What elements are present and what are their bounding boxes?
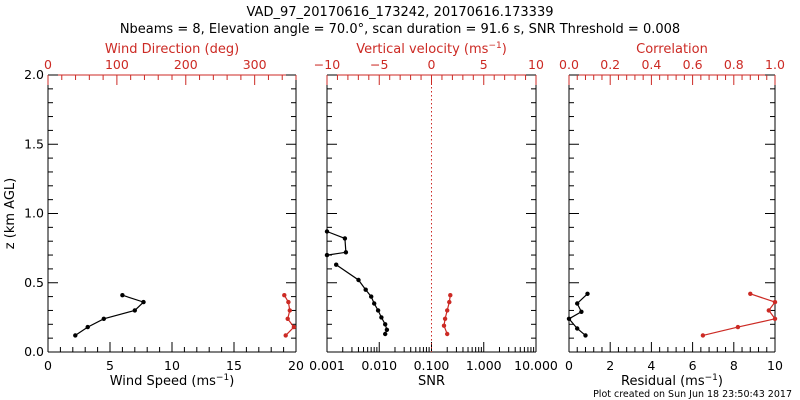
x-bottom-axis-label: Wind Speed (ms−1)	[110, 373, 235, 389]
data-point	[575, 326, 580, 331]
data-point	[445, 331, 450, 337]
y-tick-label: 0.5	[24, 275, 44, 290]
data-point	[287, 308, 292, 313]
x-top-tick-label: 0.4	[641, 57, 661, 72]
x-bottom-tick-label: 5	[106, 358, 114, 373]
data-point	[342, 236, 348, 241]
panel-snr: 0.001 0.010 0.100 1.000 10.000 SNR −10 −5 0 5 10 Ve…	[309, 41, 558, 389]
series-line	[74, 294, 145, 336]
x-top-tick-label: 300	[243, 57, 267, 72]
y-tick-label: 2.0	[24, 67, 44, 82]
x-bottom-tick-label: 8	[730, 358, 738, 373]
data-point	[101, 316, 107, 321]
x-bottom-axis-label: SNR	[418, 374, 445, 389]
x-bottom-tick-label: 0	[44, 358, 52, 373]
figure-title-line1: VAD_97_20170616_173242, 20170616.173339	[247, 5, 554, 20]
data-point	[324, 252, 330, 258]
x-bottom-tick-label: 10	[164, 358, 180, 373]
data-point	[700, 333, 706, 338]
data-point	[384, 327, 390, 332]
data-point	[283, 333, 288, 338]
data-point	[120, 293, 125, 298]
x-top-tick-label: 0.8	[724, 57, 744, 72]
x-top-tick-label: 0.6	[683, 57, 703, 72]
data-point	[363, 287, 368, 292]
x-bottom-tick-label: 4	[647, 358, 655, 373]
data-point	[772, 316, 778, 321]
x-top-tick-label: 5	[480, 57, 488, 72]
data-point	[383, 322, 388, 327]
x-top-axis-label: Vertical velocity (ms−1)	[356, 41, 507, 57]
data-point	[383, 331, 388, 337]
data-point	[285, 316, 290, 321]
data-point	[334, 262, 339, 267]
data-point	[369, 294, 374, 299]
data-point	[441, 323, 447, 328]
x-top-tick-label: 10	[528, 57, 544, 72]
x-top-axis-label: Wind Direction (deg)	[105, 42, 239, 57]
data-point	[343, 250, 349, 255]
data-point	[291, 324, 297, 330]
x-top-tick-label: 0	[44, 57, 52, 72]
data-point	[575, 301, 580, 306]
series-line	[326, 230, 347, 256]
y-tick-label: 0.0	[24, 344, 44, 359]
y-tick-label: 1.5	[24, 136, 44, 151]
x-bottom-tick-label: 20	[288, 358, 304, 373]
x-bottom-tick-label: 0.100	[414, 358, 450, 373]
data-point	[282, 293, 287, 298]
data-point	[735, 324, 741, 330]
x-top-tick-label: 200	[174, 57, 198, 72]
x-bottom-tick-label: 0	[565, 358, 573, 373]
data-point	[583, 333, 588, 338]
data-point	[85, 324, 90, 330]
x-top-tick-label: 1.0	[765, 57, 785, 72]
x-bottom-tick-label: 0.010	[361, 358, 397, 373]
data-point	[748, 291, 753, 296]
x-top-tick-label: −10	[314, 57, 340, 72]
x-bottom-tick-label: 10	[767, 358, 783, 373]
data-point	[286, 299, 291, 305]
x-bottom-tick-label: 1.000	[466, 358, 502, 373]
x-top-tick-label: −5	[370, 57, 388, 72]
data-point	[324, 229, 330, 234]
plot-created-footnote: Plot created on Sun Jun 18 23:50:43 2017	[593, 389, 792, 400]
data-point	[73, 333, 78, 338]
figure-title-line2: Nbeams = 8, Elevation angle = 70.0°, sca…	[120, 22, 680, 37]
x-top-tick-label: 100	[105, 57, 129, 72]
x-bottom-tick-label: 2	[606, 358, 614, 373]
data-point	[442, 316, 448, 321]
x-top-axis-label: Correlation	[636, 42, 708, 57]
data-point	[132, 308, 137, 313]
x-bottom-tick-label: 15	[226, 358, 242, 373]
x-bottom-tick-label: 0.001	[309, 358, 345, 373]
series-line	[335, 264, 388, 335]
data-point	[379, 315, 384, 320]
data-point	[566, 316, 572, 321]
x-bottom-axis-label: Residual (ms−1)	[621, 373, 723, 389]
data-point	[375, 308, 381, 313]
data-point	[766, 308, 771, 313]
panel-residual: 0 2 4 6 8 10 Residual (ms−1) 0.0 0.2 0.4 0.6 0.8 1.0…	[559, 42, 785, 389]
panel-wind: 0.0 0.5 1.0 1.5 2.0 z (km AGL) 0 5 10 15 20 Wind Sp…	[3, 42, 304, 389]
data-point	[585, 291, 590, 296]
data-point	[445, 308, 450, 313]
y-tick-label: 1.0	[24, 206, 44, 221]
x-top-tick-label: 0.2	[600, 57, 620, 72]
series-line	[702, 293, 777, 336]
x-top-tick-label: 0	[428, 57, 436, 72]
x-top-tick-label: 0.0	[559, 57, 579, 72]
data-point	[579, 309, 584, 314]
x-bottom-tick-label: 6	[689, 358, 697, 373]
data-point	[448, 293, 453, 298]
data-point	[141, 299, 146, 305]
data-point	[772, 299, 778, 305]
y-axis-label: z (km AGL)	[3, 178, 18, 249]
data-point	[356, 277, 361, 283]
data-point	[447, 299, 452, 305]
x-bottom-tick-label: 10.000	[514, 358, 558, 373]
data-point	[372, 301, 377, 306]
